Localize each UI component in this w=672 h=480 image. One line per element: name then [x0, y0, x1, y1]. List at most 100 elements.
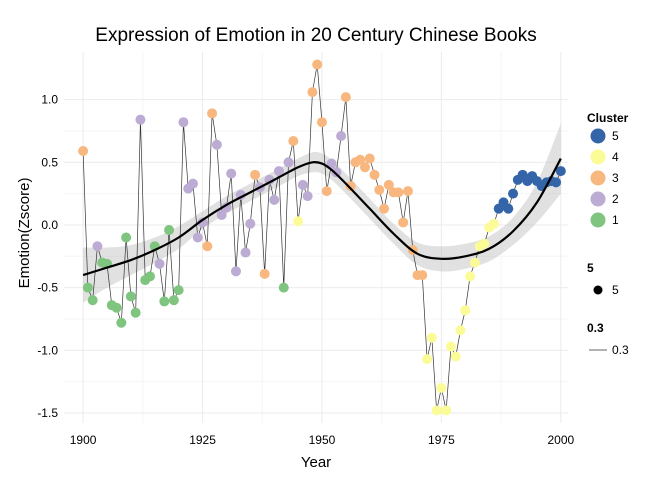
data-point — [455, 325, 466, 336]
data-point — [278, 282, 289, 293]
legend-cluster-label: 1 — [612, 213, 619, 227]
data-point — [422, 354, 433, 365]
data-point — [78, 146, 89, 157]
data-point — [111, 302, 122, 313]
chart-title: Expression of Emotion in 20 Century Chin… — [95, 25, 536, 46]
data-point — [340, 92, 351, 103]
data-point — [555, 166, 566, 177]
data-point — [326, 158, 337, 169]
data-point — [436, 382, 447, 393]
data-point — [441, 405, 452, 416]
data-point — [259, 268, 270, 279]
data-point — [355, 154, 366, 165]
data-point — [364, 153, 375, 164]
data-point — [207, 108, 218, 119]
data-point — [479, 238, 490, 249]
data-point — [551, 177, 562, 188]
data-point — [159, 296, 170, 307]
legend-cluster-title: Cluster — [587, 111, 629, 125]
data-point — [316, 117, 327, 128]
x-axis-title: Year — [301, 454, 331, 471]
y-axis-title: Emotion(Zscore) — [16, 178, 33, 289]
data-point — [121, 232, 132, 243]
data-point — [508, 188, 519, 199]
legend-size-title: 5 — [587, 261, 594, 275]
y-tick-label: 0.0 — [41, 218, 58, 232]
data-point — [359, 162, 370, 173]
data-point — [302, 191, 313, 202]
legend-cluster-label: 4 — [612, 150, 619, 164]
data-point — [87, 295, 98, 306]
data-point — [144, 271, 155, 282]
data-point — [383, 179, 394, 190]
y-tick-label: -1.5 — [37, 406, 58, 420]
data-point — [245, 218, 256, 229]
data-point — [297, 179, 308, 190]
x-axis-ticks: 1900 1925 1950 1975 2000 — [70, 433, 575, 447]
data-point — [92, 241, 103, 252]
x-tick-label: 1950 — [309, 433, 336, 447]
data-point — [345, 181, 356, 192]
data-point — [503, 203, 514, 214]
data-point — [445, 341, 456, 352]
data-point — [402, 186, 413, 197]
data-point — [187, 178, 198, 189]
legend-cluster-label: 3 — [612, 171, 619, 185]
data-point — [331, 167, 342, 178]
data-point — [465, 271, 476, 282]
data-point — [379, 203, 390, 214]
data-point — [221, 202, 232, 213]
data-point — [321, 186, 332, 197]
legend-line-label: 0.3 — [612, 343, 629, 357]
data-point — [426, 332, 437, 343]
data-point — [130, 307, 141, 318]
y-axis-ticks: -1.5 -1.0 -0.5 0.0 0.5 1.0 — [37, 93, 58, 420]
legend-cluster-key — [590, 128, 606, 144]
legend: Cluster 5 4 3 2 1 5 5 0.3 0.3 — [587, 111, 629, 357]
data-point — [307, 87, 318, 98]
data-point — [393, 187, 404, 198]
x-tick-label: 1975 — [428, 433, 455, 447]
data-point — [230, 266, 241, 277]
plot-grid — [64, 52, 568, 423]
data-point — [197, 217, 208, 228]
data-point — [240, 247, 251, 258]
legend-cluster-key — [590, 170, 606, 186]
data-point — [250, 169, 261, 180]
data-point — [460, 305, 471, 316]
data-point — [154, 258, 165, 269]
y-tick-label: 1.0 — [41, 93, 58, 107]
data-point — [269, 194, 280, 205]
data-point — [125, 291, 136, 302]
data-point — [192, 232, 203, 243]
data-point — [164, 224, 175, 235]
data-point — [82, 282, 93, 293]
data-point — [283, 157, 294, 168]
data-point — [369, 169, 380, 180]
data-point — [312, 59, 323, 70]
x-tick-label: 1900 — [70, 433, 97, 447]
x-tick-label: 1925 — [189, 433, 216, 447]
legend-cluster-label: 2 — [612, 192, 619, 206]
data-point — [336, 130, 347, 141]
legend-cluster-key — [590, 191, 606, 207]
data-point — [488, 218, 499, 229]
data-point — [417, 270, 428, 281]
legend-cluster-key — [590, 212, 606, 228]
data-point — [398, 217, 409, 228]
data-point — [168, 295, 179, 306]
legend-cluster-entries: 5 4 3 2 1 — [590, 128, 619, 228]
legend-cluster-label: 5 — [612, 129, 619, 143]
data-point — [173, 285, 184, 296]
data-point — [293, 216, 304, 227]
data-point — [135, 114, 146, 125]
smooth-fit-line — [82, 158, 562, 277]
data-point — [216, 209, 227, 220]
legend-line-title: 0.3 — [587, 321, 604, 335]
y-tick-label: -0.5 — [37, 281, 58, 295]
data-point — [469, 257, 480, 268]
data-point — [226, 168, 237, 179]
legend-cluster-key — [590, 149, 606, 165]
x-tick-label: 2000 — [547, 433, 574, 447]
